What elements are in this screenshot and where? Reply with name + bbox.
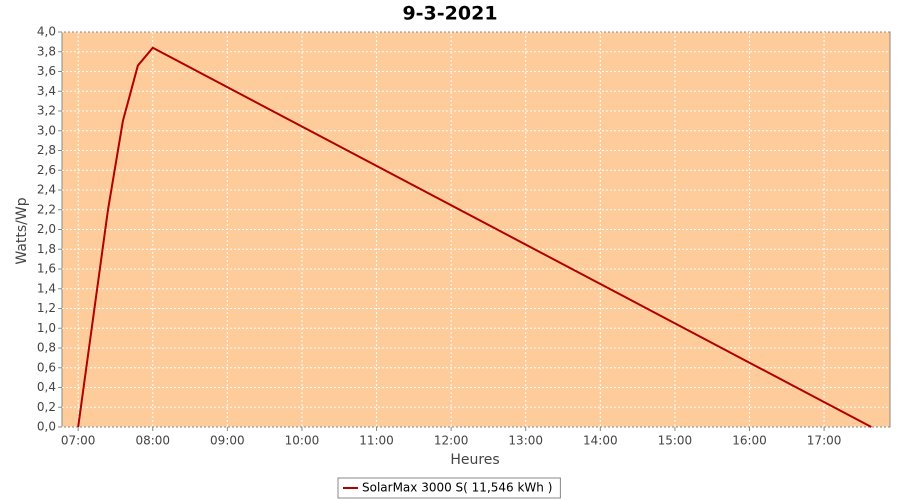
legend-box bbox=[337, 477, 561, 499]
y-tick-label: 3,6 bbox=[37, 64, 56, 78]
x-axis-label: Heures bbox=[450, 452, 499, 468]
legend: SolarMax 3000 S( 11,546 kWh ) bbox=[337, 477, 561, 499]
y-tick-label: 1,8 bbox=[37, 242, 56, 256]
x-tick-label: 10:00 bbox=[285, 434, 320, 448]
y-tick-label: 2,2 bbox=[37, 202, 56, 216]
y-tick-label: 0,2 bbox=[37, 400, 56, 414]
y-tick-label: 1,2 bbox=[37, 301, 56, 315]
y-tick-label: 4,0 bbox=[37, 25, 56, 39]
legend-label: SolarMax 3000 S( 11,546 kWh ) bbox=[362, 481, 552, 495]
x-tick-label: 09:00 bbox=[210, 434, 245, 448]
y-tick-label: 0,0 bbox=[37, 420, 56, 434]
y-tick-label: 2,4 bbox=[37, 183, 56, 197]
x-tick-label: 12:00 bbox=[434, 434, 469, 448]
y-tick-label: 0,4 bbox=[37, 380, 56, 394]
y-tick-label: 1,0 bbox=[37, 321, 56, 335]
chart-title: 9-3-2021 bbox=[402, 3, 497, 25]
y-tick-label: 2,6 bbox=[37, 163, 56, 177]
y-tick-label: 3,8 bbox=[37, 44, 56, 58]
y-tick-label: 3,4 bbox=[37, 84, 56, 98]
x-tick-label: 11:00 bbox=[359, 434, 394, 448]
x-tick-label: 17:00 bbox=[807, 434, 842, 448]
y-tick-label: 2,8 bbox=[37, 143, 56, 157]
y-tick-label: 1,6 bbox=[37, 262, 56, 276]
x-tick-label: 15:00 bbox=[658, 434, 693, 448]
y-axis-label: Watts/Wp bbox=[14, 197, 30, 264]
x-tick-label: 07:00 bbox=[61, 434, 96, 448]
y-tick-label: 3,2 bbox=[37, 104, 56, 118]
x-tick-label: 08:00 bbox=[135, 434, 170, 448]
x-tick-label: 16:00 bbox=[732, 434, 767, 448]
data-line bbox=[77, 46, 872, 428]
y-tick-label: 0,6 bbox=[37, 360, 56, 374]
y-tick-label: 2,0 bbox=[37, 222, 56, 236]
x-tick-label: 13:00 bbox=[508, 434, 543, 448]
x-tick-label: 14:00 bbox=[583, 434, 618, 448]
y-tick-label: 3,0 bbox=[37, 123, 56, 137]
y-tick-label: 0,8 bbox=[37, 341, 56, 355]
y-tick-label: 1,4 bbox=[37, 281, 56, 295]
